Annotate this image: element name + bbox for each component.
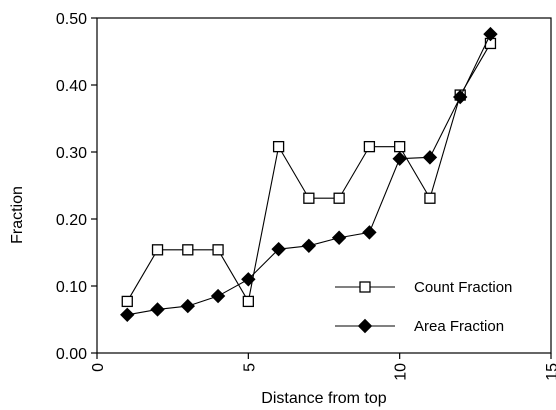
data-point — [272, 140, 285, 153]
plot-frame — [96, 17, 552, 354]
series-line — [126, 43, 491, 303]
y-tick-label: 0.40 — [56, 78, 87, 95]
x-tick-label: 0 — [90, 363, 107, 372]
data-point — [180, 298, 196, 314]
y-axis-ticks: 0.00 0.10 0.20 0.30 0.40 0.50 — [56, 11, 97, 363]
x-tick-label: 10 — [393, 363, 410, 381]
data-point — [182, 244, 194, 256]
series-layer — [120, 26, 498, 323]
data-point — [483, 26, 498, 42]
y-axis-title: Fraction — [9, 186, 26, 244]
data-point — [303, 192, 315, 204]
legend-label-count-fraction: Count Fraction — [414, 279, 512, 296]
legend-item-area-fraction: Area Fraction — [335, 318, 504, 335]
legend-item-count-fraction: Count Fraction — [335, 279, 512, 296]
y-tick-label: 0.30 — [56, 145, 87, 162]
data-point — [121, 295, 133, 308]
legend-label-area-fraction: Area Fraction — [414, 318, 504, 335]
x-tick-label: 15 — [544, 363, 556, 381]
data-point — [452, 89, 468, 105]
data-point — [241, 272, 256, 287]
data-point — [120, 307, 135, 323]
data-point — [424, 192, 436, 204]
y-tick-label: 0.50 — [56, 11, 87, 28]
series-area-fraction — [120, 26, 498, 323]
series-count-fraction — [121, 37, 497, 308]
x-axis-ticks: 0 5 10 15 — [90, 353, 556, 381]
data-point — [212, 244, 224, 256]
y-tick-label: 0.20 — [56, 212, 87, 229]
data-point — [363, 140, 376, 153]
data-point — [333, 192, 345, 204]
legend: Count Fraction Area Fraction — [335, 279, 512, 335]
plot-border — [96, 17, 552, 354]
data-point — [150, 302, 165, 317]
x-axis-title: Distance from top — [261, 390, 386, 407]
y-tick-label: 0.00 — [56, 346, 87, 363]
data-point — [362, 225, 377, 240]
legend-marker — [357, 318, 373, 334]
data-point — [210, 288, 226, 304]
data-point — [422, 150, 438, 165]
data-point — [392, 151, 407, 166]
data-point — [151, 244, 164, 256]
series-line — [127, 33, 491, 316]
data-point — [242, 295, 254, 308]
legend-marker — [359, 281, 371, 293]
data-point — [331, 230, 347, 245]
data-point — [394, 140, 406, 153]
data-point — [271, 241, 286, 257]
x-tick-label: 5 — [241, 363, 258, 372]
data-point — [301, 238, 317, 254]
y-tick-label: 0.10 — [56, 279, 87, 296]
